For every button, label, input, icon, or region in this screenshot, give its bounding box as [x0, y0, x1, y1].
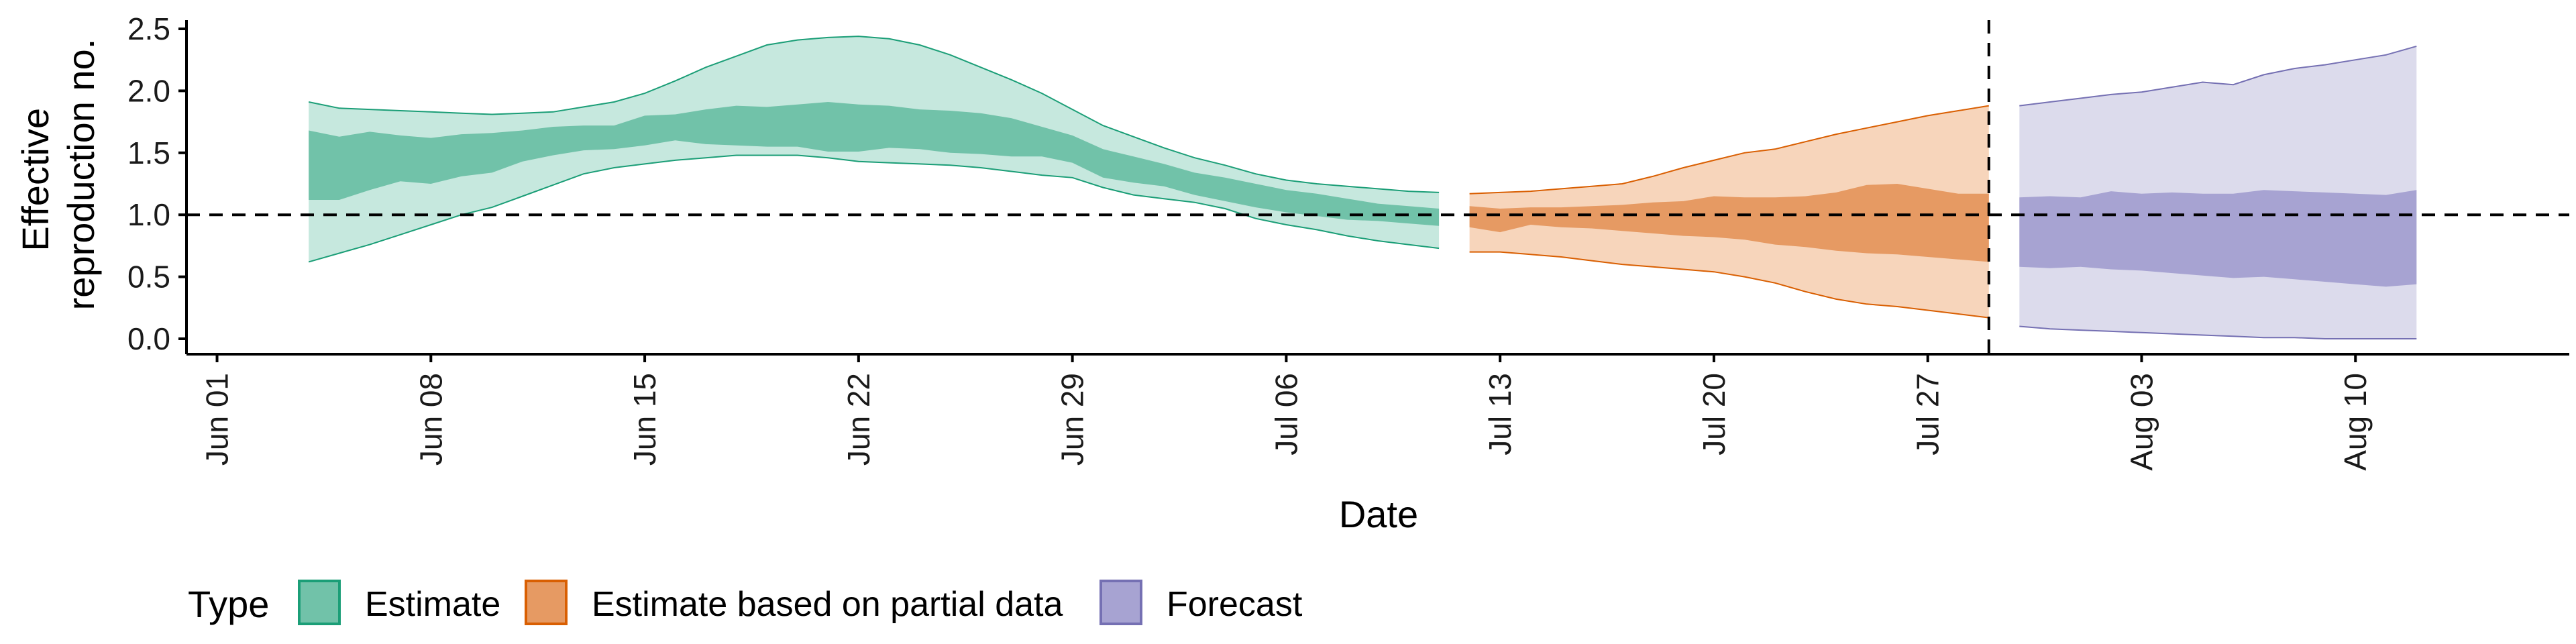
- legend-label-estimate: Estimate: [365, 585, 500, 624]
- x-tick-label: Jul 13: [1483, 373, 1517, 455]
- x-tick-label: Jun 08: [413, 373, 448, 466]
- forecast-90-interval-band: [2019, 46, 2417, 339]
- x-tick-label: Aug 03: [2124, 373, 2159, 471]
- legend: Type Estimate Estimate based on partial d…: [188, 580, 1303, 625]
- x-tick-label: Jun 01: [200, 373, 235, 466]
- estimate-50-interval-band: [309, 102, 1440, 226]
- legend-title: Type: [188, 583, 269, 625]
- y-tick-label: 2.0: [127, 73, 170, 108]
- estimate-based-on-partial-data-lower-90-line: [1469, 251, 1989, 319]
- x-tick-label: Jun 15: [627, 373, 662, 466]
- forecast-upper-90-line: [2019, 45, 2417, 107]
- y-tick-label: 2.5: [127, 11, 170, 46]
- x-tick-label: Aug 10: [2338, 373, 2373, 471]
- y-axis-ticks: 0.0 0.5 1.0 1.5 2.0 2.5: [127, 11, 186, 356]
- x-tick-label: Jul 20: [1697, 373, 1731, 455]
- y-tick-label: 1.5: [127, 136, 170, 170]
- legend-key-forecast: [1099, 580, 1142, 625]
- y-axis-title-line-1: Effective: [14, 108, 56, 252]
- y-tick-label: 0.0: [127, 321, 170, 356]
- legend-label-estimate-based-on-partial-data: Estimate based on partial data: [592, 585, 1063, 624]
- legend-items: Estimate Estimate based on partial data Fo…: [298, 580, 1303, 625]
- legend-key-estimate-based-on-partial-data: [525, 580, 568, 625]
- forecast-lower-90-line: [2019, 325, 2417, 339]
- estimate-upper-90-line: [308, 36, 1440, 193]
- y-tick-label: 0.5: [127, 260, 170, 294]
- y-tick-label: 1.0: [127, 197, 170, 232]
- estimate-based-on-partial-data-upper-90-line: [1469, 105, 1989, 195]
- legend-key-estimate: [298, 580, 341, 625]
- plot-panel: 0.00.51.01.52.02.5 Jun 01 Jun 08 Jun 15 Jun…: [127, 11, 2569, 471]
- series-bands: [308, 36, 2417, 339]
- x-tick-label: Jul 27: [1911, 373, 1945, 455]
- legend-label-forecast: Forecast: [1167, 585, 1303, 624]
- x-axis-ticks: Jun 01 Jun 08 Jun 15 Jun 22 Jun 29 Jul 06 Jul …: [200, 354, 2373, 471]
- y-axis-title: Effective reproduction no.: [14, 39, 102, 311]
- x-axis-title: Date: [1339, 493, 1418, 535]
- estimate-based-on-partial-data-50-interval-band: [1469, 184, 1989, 262]
- x-tick-label: Jun 29: [1055, 373, 1090, 466]
- estimate-lower-90-line: [308, 154, 1440, 263]
- y-axis-title-line-2: reproduction no.: [60, 39, 102, 311]
- x-tick-label: Jul 06: [1269, 373, 1303, 455]
- x-tick-label: Jun 22: [841, 373, 876, 466]
